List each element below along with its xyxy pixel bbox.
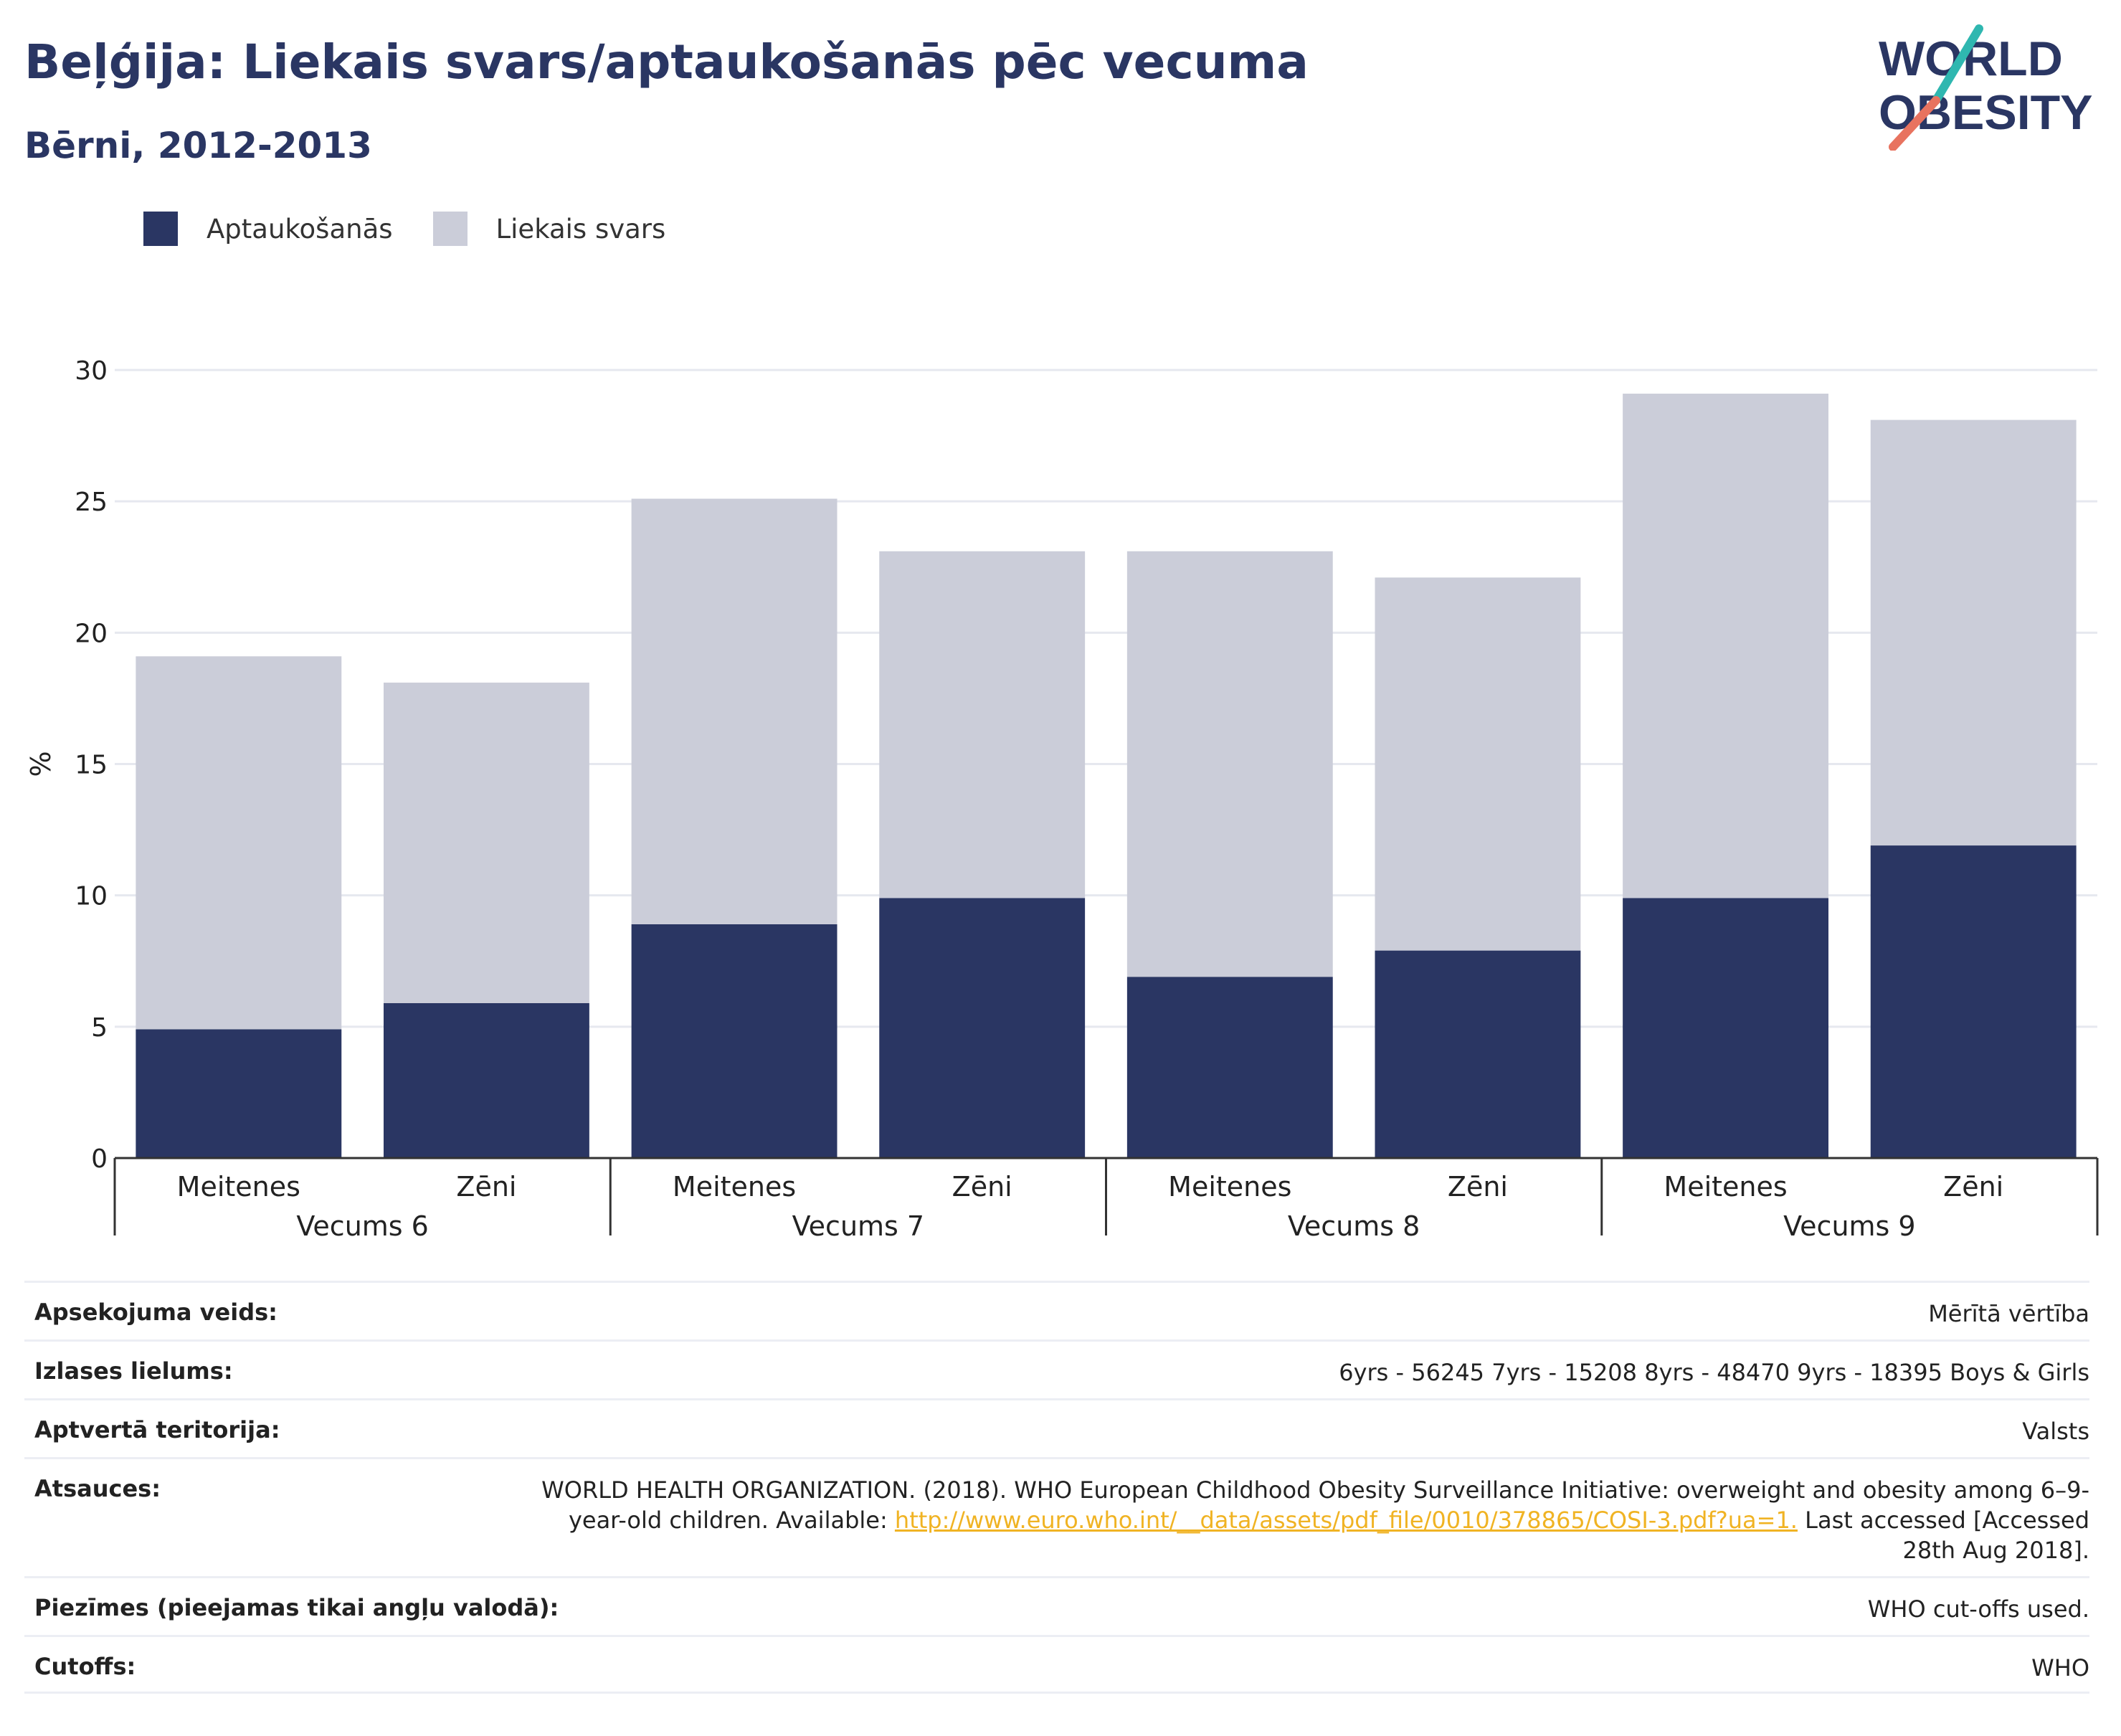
y-tick-label: 10 <box>75 882 108 911</box>
bar-chart: 0 5 10 15 20 25 30% Meitenes Zēni Vecums 6 Meitene… <box>25 356 2099 1242</box>
meta-value: WORLD HEALTH ORGANIZATION. (2018). WHO E… <box>526 1475 2089 1576</box>
legend-label-overweight: Liekais svars <box>495 213 666 245</box>
meta-label: Izlases lielums: <box>34 1357 233 1385</box>
meta-label: Atsauces: <box>34 1475 161 1502</box>
x-tick-label: Zēni <box>952 1171 1012 1203</box>
y-tick-label: 0 <box>91 1144 108 1174</box>
bar-obesity <box>384 1002 589 1158</box>
legend-item-overweight: Liekais svars <box>432 212 666 246</box>
y-axis-label: % <box>25 751 57 777</box>
legend-label-obesity: Aptaukošanās <box>207 213 393 245</box>
bar-overweight <box>384 682 589 1003</box>
chart-legend: Aptaukošanās Liekais svars <box>143 212 706 246</box>
meta-value: Valsts <box>2022 1418 2089 1445</box>
x-tick-label: Zēni <box>1448 1171 1508 1203</box>
meta-row-notes: Piezīmes (pieejamas tikai angļu valodā):… <box>24 1576 2089 1635</box>
bar-overweight <box>1870 419 2077 846</box>
meta-row-coverage: Aptvertā teritorija: Valsts <box>24 1398 2089 1457</box>
legend-item-obesity: Aptaukošanās <box>143 212 393 246</box>
x-tick-label: Meitenes <box>177 1171 300 1203</box>
meta-row-cutoffs: Cutoffs: WHO <box>24 1635 2089 1694</box>
x-tick-label: Meitenes <box>1168 1171 1291 1203</box>
x-group-label: Vecums 7 <box>792 1210 924 1242</box>
meta-label: Piezīmes (pieejamas tikai angļu valodā): <box>34 1594 559 1621</box>
y-tick-label: 30 <box>75 356 108 386</box>
bar-overweight <box>1126 551 1333 977</box>
y-tick-label: 15 <box>75 751 108 780</box>
bar-overweight <box>1623 393 1828 898</box>
bar-obesity <box>136 1029 342 1158</box>
y-tick-label: 5 <box>91 1013 108 1043</box>
chart-subtitle: Bērni, 2012-2013 <box>24 125 372 166</box>
meta-row-references: Atsauces: WORLD HEALTH ORGANIZATION. (20… <box>24 1457 2089 1576</box>
bar-obesity <box>879 898 1086 1158</box>
x-tick-label: Meitenes <box>1664 1171 1787 1203</box>
meta-label: Cutoffs: <box>34 1653 136 1680</box>
meta-row-survey-type: Apsekojuma veids: Mērītā vērtība <box>24 1281 2089 1339</box>
bar-obesity <box>1375 950 1581 1158</box>
meta-value: WHO cut-offs used. <box>1867 1595 2089 1623</box>
metadata-table: Apsekojuma veids: Mērītā vērtība Izlases… <box>24 1281 2089 1694</box>
y-tick-label: 20 <box>75 619 108 648</box>
meta-value: Mērītā vērtība <box>1928 1300 2089 1327</box>
x-tick-label: Zēni <box>1943 1171 2003 1203</box>
bar-overweight <box>1375 577 1581 951</box>
bar-overweight <box>631 498 838 924</box>
bar-obesity <box>631 924 838 1158</box>
bar-obesity <box>1870 845 2077 1158</box>
bar-overweight <box>136 656 342 1030</box>
chart-title: Beļģija: Liekais svars/aptaukošanās pēc … <box>24 34 1309 90</box>
reference-text: WORLD HEALTH ORGANIZATION. (2018). WHO E… <box>541 1476 2089 1534</box>
bar-overweight <box>879 551 1086 898</box>
x-group-label: Vecums 9 <box>1783 1210 1915 1242</box>
bar-obesity <box>1126 977 1333 1158</box>
x-group-label: Vecums 8 <box>1288 1210 1420 1242</box>
meta-row-sample-size: Izlases lielums: 6yrs - 56245 7yrs - 152… <box>24 1339 2089 1398</box>
world-obesity-logo: WORLD OBESITY <box>1879 24 2093 151</box>
reference-text-end: Last accessed [Accessed 28th Aug 2018]. <box>1797 1507 2089 1564</box>
legend-swatch-obesity <box>143 212 178 246</box>
bar-obesity <box>1623 898 1828 1158</box>
x-tick-label: Meitenes <box>673 1171 796 1203</box>
meta-label: Apsekojuma veids: <box>34 1299 277 1326</box>
meta-label: Aptvertā teritorija: <box>34 1416 280 1443</box>
reference-link[interactable]: http://www.euro.who.int/__data/assets/pd… <box>894 1507 1798 1534</box>
legend-swatch-overweight <box>432 212 468 246</box>
y-tick-label: 25 <box>75 488 108 517</box>
meta-value: 6yrs - 56245 7yrs - 15208 8yrs - 48470 9… <box>1339 1359 2089 1386</box>
x-tick-label: Zēni <box>456 1171 516 1203</box>
meta-value: WHO <box>2031 1654 2089 1682</box>
logo-word-obesity: OBESITY <box>1879 85 2093 140</box>
x-group-label: Vecums 6 <box>296 1210 428 1242</box>
